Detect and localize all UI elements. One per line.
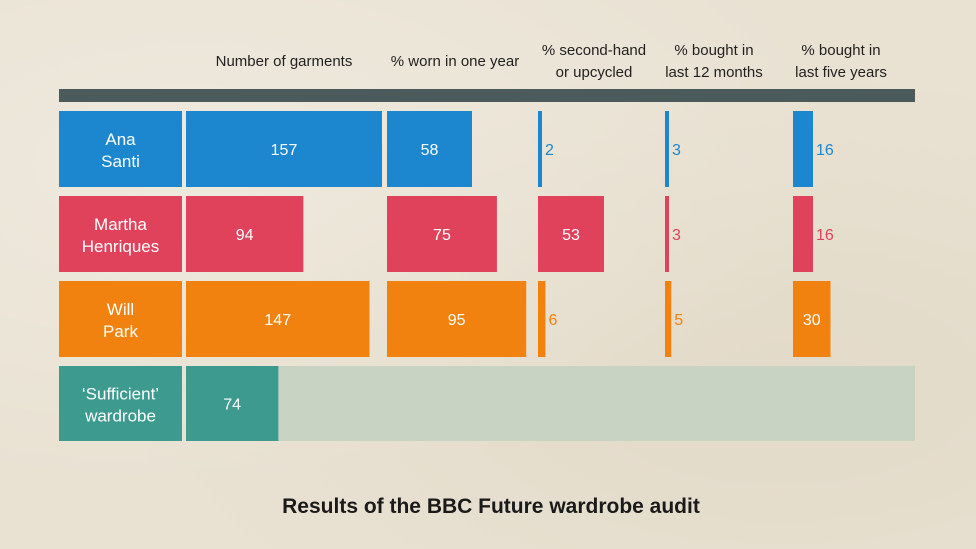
- bar: [665, 111, 669, 187]
- row-2: Martha Henriques 94 75 53 3 16: [59, 196, 834, 272]
- row-4: ‘Sufficient’ wardrobe 74: [59, 366, 279, 441]
- row-label-box: [59, 366, 182, 441]
- bar: [186, 196, 304, 272]
- column-header-2: % worn in one year: [391, 53, 519, 70]
- data-label: 157: [271, 142, 298, 159]
- data-label: 16: [816, 227, 834, 244]
- bar: [387, 281, 527, 357]
- row-label-box: [59, 281, 182, 357]
- data-label: 94: [236, 227, 254, 244]
- chart-title: Results of the BBC Future wardrobe audit: [282, 495, 700, 518]
- row-label: ‘Sufficient’ wardrobe: [82, 385, 159, 426]
- bar: [186, 281, 370, 357]
- row-label-box: [59, 111, 182, 187]
- column-header-3: % second-hand or upcycled: [542, 42, 646, 81]
- data-label: 2: [545, 142, 554, 159]
- bar: [387, 196, 497, 272]
- bar: [538, 196, 604, 272]
- data-label: 58: [421, 142, 439, 159]
- column-headers: Number of garments % worn in one year % se…: [216, 42, 887, 81]
- bar: [538, 281, 546, 357]
- row-3: Will Park 147 95 6 5 30: [59, 281, 831, 357]
- bar: [665, 281, 672, 357]
- column-header-4: % bought in last 12 months: [665, 42, 763, 81]
- bar: [387, 111, 472, 187]
- data-label: 147: [264, 312, 291, 329]
- data-label: 5: [674, 312, 683, 329]
- bar: [538, 111, 542, 187]
- data-label: 95: [448, 312, 466, 329]
- row-label: Martha Henriques: [82, 215, 160, 256]
- data-label: 30: [803, 312, 821, 329]
- row-label: Ana Santi: [101, 130, 140, 171]
- column-header-1: Number of garments: [216, 53, 353, 70]
- bar: [793, 111, 813, 187]
- bar: [186, 366, 279, 441]
- column-header-5: % bought in last five years: [795, 42, 887, 81]
- sufficient-band: [186, 366, 915, 441]
- bar: [793, 281, 831, 357]
- bar: [793, 196, 813, 272]
- row-1: Ana Santi 157 58 2 3 16: [59, 111, 834, 187]
- data-label: 16: [816, 142, 834, 159]
- data-label: 3: [672, 227, 681, 244]
- data-label: 75: [433, 227, 451, 244]
- data-label: 53: [562, 227, 580, 244]
- data-label: 3: [672, 142, 681, 159]
- data-label: 6: [548, 312, 557, 329]
- row-label: Will Park: [103, 300, 138, 341]
- bar: [186, 111, 382, 187]
- row-label-box: [59, 196, 182, 272]
- bar: [665, 196, 669, 272]
- data-label: 74: [223, 397, 241, 414]
- header-bar: [59, 89, 915, 102]
